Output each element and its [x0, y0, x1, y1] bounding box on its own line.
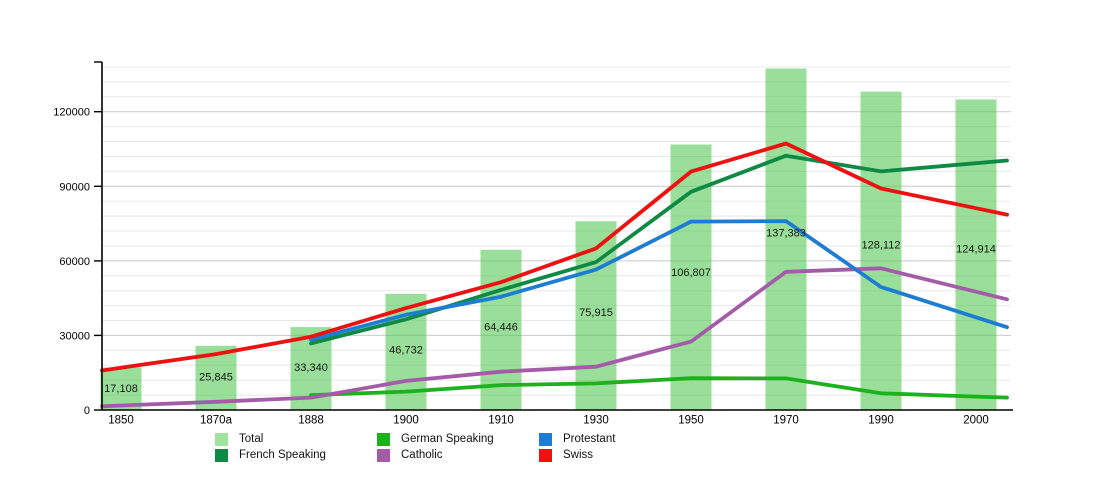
legend-item-protestant: Protestant — [539, 431, 701, 447]
bar-label-1888: 33,340 — [294, 362, 328, 374]
bar-label-1970: 137,383 — [766, 227, 806, 239]
legend-item-french-speaking: French Speaking — [215, 447, 377, 463]
chart-legend: Total German Speaking Protestant French … — [215, 431, 701, 463]
bar-label-1990: 128,112 — [862, 239, 901, 251]
bar-label-1850: 17,108 — [104, 383, 138, 395]
bar-label-1950: 106,807 — [671, 267, 711, 279]
legend-item-total: Total — [215, 431, 377, 447]
x-axis-label-1970: 1970 — [773, 415, 799, 427]
bar-label-1930: 75,915 — [579, 307, 613, 319]
x-axis-label-1990: 1990 — [868, 415, 894, 427]
legend-label-german-speaking: German Speaking — [401, 432, 494, 445]
bar-total-1990 — [860, 91, 902, 410]
legend-item-swiss: Swiss — [539, 447, 701, 463]
legend-label-catholic: Catholic — [401, 448, 443, 461]
legend-item-catholic: Catholic — [377, 447, 539, 463]
bar-label-1910: 64,446 — [484, 322, 518, 334]
legend-swatch-swiss — [539, 448, 552, 462]
y-axis-label-0: 0 — [84, 405, 90, 417]
x-axis-label-1910: 1910 — [488, 415, 514, 427]
bar-total-1950 — [670, 144, 712, 410]
bar-total-1850 — [100, 367, 142, 410]
line-catholic — [100, 266, 1009, 409]
legend-swatch-total — [215, 432, 228, 446]
bar-total-1970 — [765, 68, 807, 410]
x-axis-label-1850: 1850 — [108, 415, 134, 427]
line-swiss — [100, 141, 1009, 373]
x-axis-label-1870a: 1870a — [200, 415, 233, 427]
y-axis-label-30000: 30000 — [59, 330, 90, 342]
legend-swatch-german-speaking — [377, 432, 390, 446]
bar-label-1900: 46,732 — [389, 345, 423, 357]
legend-swatch-catholic — [377, 448, 390, 462]
x-axis-label-1900: 1900 — [393, 415, 419, 427]
legend-label-swiss: Swiss — [563, 448, 594, 461]
legend-swatch-french-speaking — [215, 448, 228, 462]
x-axis-label-2000: 2000 — [963, 415, 989, 427]
bar-label-2000: 124,914 — [956, 244, 996, 256]
y-axis-label-90000: 90000 — [59, 181, 90, 193]
legend-swatch-protestant — [539, 432, 552, 446]
legend-label-total: Total — [239, 432, 264, 445]
line-german-speaking — [309, 376, 1009, 400]
legend-label-french-speaking: French Speaking — [239, 448, 326, 461]
legend-label-protestant: Protestant — [563, 432, 616, 445]
line-french-speaking — [309, 153, 1009, 346]
x-axis-label-1930: 1930 — [583, 415, 609, 427]
y-axis-label-120000: 120000 — [53, 107, 90, 119]
bar-total-2000 — [955, 99, 997, 410]
x-axis-label-1950: 1950 — [678, 415, 704, 427]
x-axis-label-1888: 1888 — [298, 415, 324, 427]
y-axis-label-60000: 60000 — [59, 256, 90, 268]
bar-label-1870a: 25,845 — [199, 372, 233, 384]
line-protestant — [309, 219, 1009, 342]
legend-item-german-speaking: German Speaking — [377, 431, 539, 447]
